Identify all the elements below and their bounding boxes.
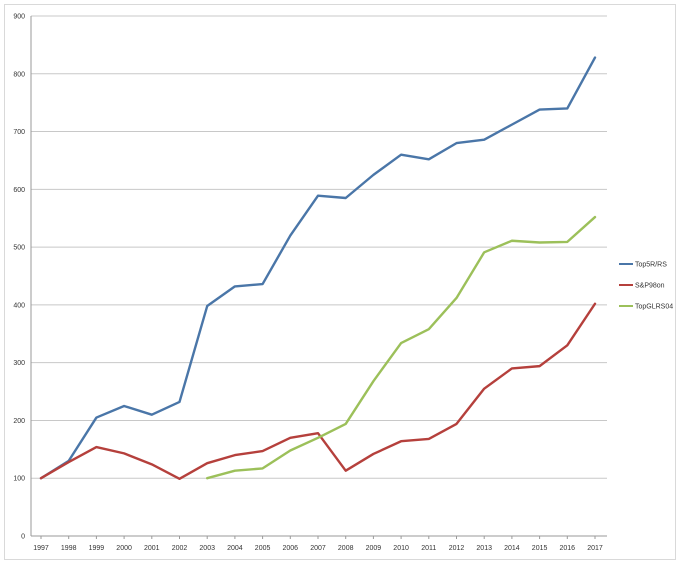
x-tick-label: 2004 bbox=[227, 545, 243, 552]
y-tick-label: 100 bbox=[13, 476, 25, 483]
y-tick-label: 800 bbox=[13, 71, 25, 78]
y-tick-label: 600 bbox=[13, 187, 25, 194]
y-tick-label: 200 bbox=[13, 418, 25, 425]
y-tick-label: 300 bbox=[13, 360, 25, 367]
x-tick-label: 2015 bbox=[532, 545, 548, 552]
x-tick-label: 2009 bbox=[366, 545, 382, 552]
x-tick-label: 1998 bbox=[61, 545, 77, 552]
x-tick-label: 2016 bbox=[560, 545, 576, 552]
chart-frame bbox=[4, 4, 676, 560]
y-axis-tick-labels: 0 100 200 300 400 500 600 700 800 900 bbox=[13, 14, 25, 541]
x-tick-label: 2012 bbox=[449, 545, 465, 552]
x-tick-label: 1997 bbox=[33, 545, 49, 552]
series-line-2 bbox=[206, 215, 597, 480]
y-tick-label: 700 bbox=[13, 129, 25, 136]
x-axis-tick-labels: 1997 1998 1999 2000 2001 2002 2003 2004 2005 2006… bbox=[33, 545, 603, 552]
x-tick-label: 2014 bbox=[504, 545, 520, 552]
x-tick-label: 2013 bbox=[476, 545, 492, 552]
legend: Top5R/RS S&P98on TopGLRS04 bbox=[619, 262, 673, 311]
series-line-0 bbox=[39, 56, 597, 480]
x-tick-label: 2007 bbox=[310, 545, 326, 552]
x-tick-label: 2001 bbox=[144, 545, 160, 552]
y-tick-label: 900 bbox=[13, 14, 25, 21]
x-tick-label: 2005 bbox=[255, 545, 271, 552]
legend-label-2: TopGLRS04 bbox=[635, 304, 673, 311]
x-tick-label: 2006 bbox=[283, 545, 299, 552]
x-tick-label: 2000 bbox=[116, 545, 132, 552]
series-lines bbox=[39, 56, 597, 480]
y-tick-label: 400 bbox=[13, 302, 25, 309]
x-tick-label: 2002 bbox=[172, 545, 188, 552]
legend-label-1: S&P98on bbox=[635, 283, 665, 290]
legend-label-0: Top5R/RS bbox=[635, 262, 667, 269]
x-tick-label: 2011 bbox=[421, 545, 436, 552]
y-tick-label: 0 bbox=[21, 534, 25, 541]
series-line-1 bbox=[39, 302, 597, 480]
x-tick-label: 2017 bbox=[587, 545, 603, 552]
axes bbox=[30, 16, 607, 539]
y-tick-label: 500 bbox=[13, 245, 25, 252]
x-tick-label: 1999 bbox=[89, 545, 105, 552]
x-tick-label: 2003 bbox=[199, 545, 215, 552]
x-tick-label: 2008 bbox=[338, 545, 354, 552]
x-tick-label: 2010 bbox=[393, 545, 409, 552]
gridlines bbox=[31, 15, 607, 479]
